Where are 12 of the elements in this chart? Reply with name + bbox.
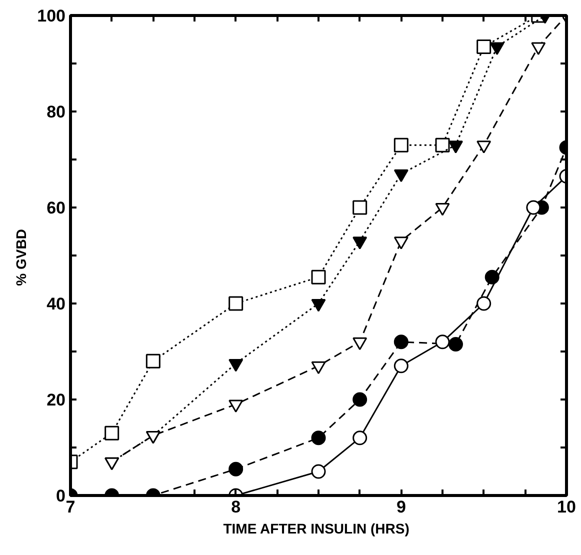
y-tick-label: 20 bbox=[46, 390, 66, 410]
x-tick-label: 10 bbox=[557, 498, 576, 516]
y-tick-label: 100 bbox=[37, 6, 66, 26]
y-axis-title: % GVBD bbox=[13, 229, 30, 286]
y-tick-label: 60 bbox=[46, 198, 66, 218]
x-tick-label: 9 bbox=[396, 498, 406, 516]
y-tick-label: 0 bbox=[56, 486, 66, 506]
x-tick-label: 7 bbox=[66, 498, 76, 516]
y-tick-label: 40 bbox=[46, 294, 66, 314]
x-tick-label: 8 bbox=[231, 498, 241, 516]
y-tick-label: 80 bbox=[46, 102, 66, 122]
x-axis-title: TIME AFTER INSULIN (HRS) bbox=[223, 520, 410, 536]
